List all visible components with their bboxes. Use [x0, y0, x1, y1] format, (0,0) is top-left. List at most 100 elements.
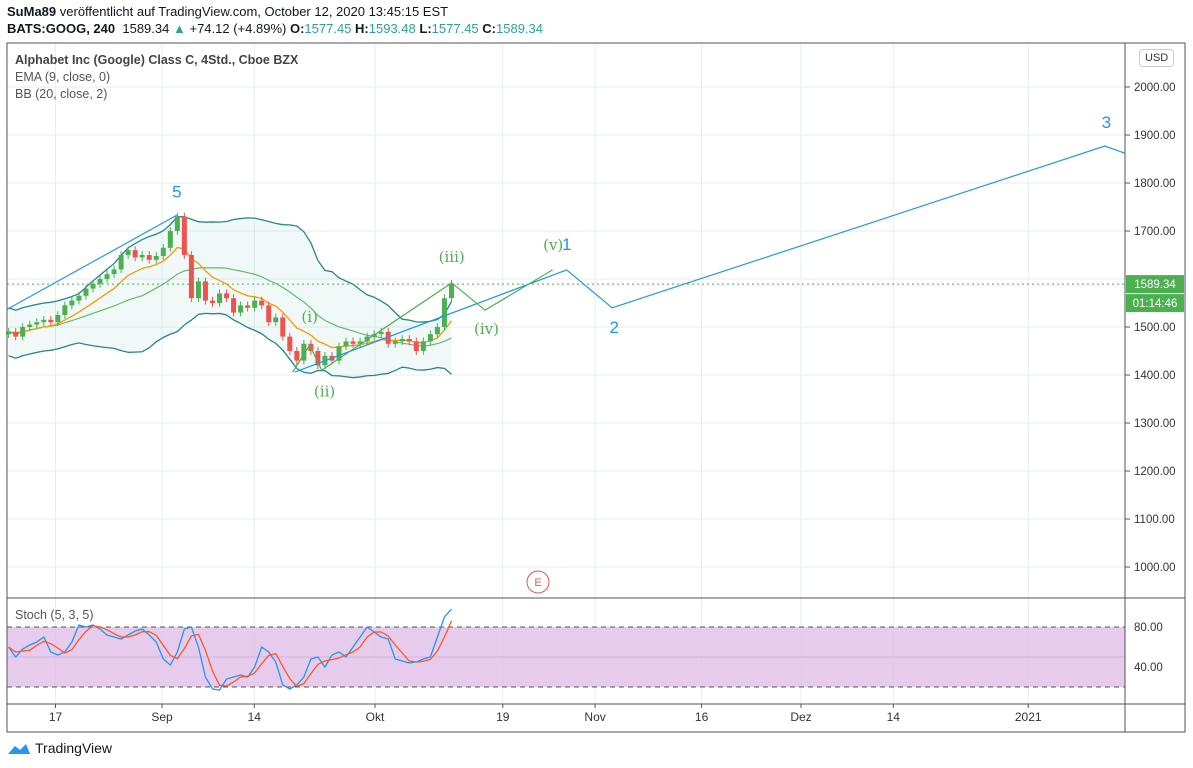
candle — [315, 351, 321, 366]
candle — [399, 339, 405, 342]
candle — [20, 327, 26, 337]
stoch-legend[interactable]: Stoch (5, 3, 5) — [15, 608, 94, 622]
candle — [413, 341, 419, 351]
candle — [294, 351, 300, 361]
wave-label: 1 — [562, 235, 571, 254]
author[interactable]: SuMa89 — [7, 4, 57, 19]
countdown-label: 01:14:46 — [1133, 298, 1178, 310]
candle — [34, 322, 40, 325]
candle — [259, 300, 265, 306]
bb-legend[interactable]: BB (20, close, 2) — [15, 87, 108, 101]
candle — [202, 281, 208, 301]
high-label: H: — [355, 21, 369, 36]
wave-label: (iii) — [439, 248, 465, 266]
candle — [167, 231, 173, 248]
tradingview-logo[interactable]: TradingView — [7, 740, 112, 756]
candle — [139, 255, 145, 258]
stoch-tick-label: 80.00 — [1134, 622, 1163, 634]
wave-label: 2 — [610, 318, 619, 337]
candle — [287, 336, 293, 351]
candle — [420, 341, 426, 351]
candle — [146, 255, 152, 260]
currency-button[interactable]: USD — [1139, 49, 1175, 67]
wave-primary-line — [294, 145, 1125, 373]
wave-channel-line — [6, 214, 178, 310]
cloud-logo-icon — [8, 744, 30, 754]
candle — [252, 300, 258, 308]
wave-label: (i) — [301, 308, 318, 326]
candle — [69, 300, 75, 306]
price-tick-label: 2000.00 — [1134, 82, 1176, 94]
candle — [181, 216, 187, 255]
candle — [238, 305, 244, 313]
candle — [55, 315, 61, 323]
candle — [209, 300, 215, 303]
wave-label: 5 — [172, 182, 181, 201]
earnings-marker — [526, 570, 550, 594]
bb-upper-line — [8, 215, 453, 323]
candle — [188, 255, 194, 299]
ema-legend[interactable]: EMA (9, close, 0) — [15, 70, 111, 84]
candle — [357, 341, 363, 344]
candle — [132, 250, 138, 258]
price-tick-label: 1900.00 — [1134, 130, 1176, 142]
close-value: 1589.34 — [496, 21, 544, 36]
symbol-info: BATS:GOOG, 240 1589.34 ▲ +74.12 (+4.89%)… — [7, 21, 543, 36]
wave-minor-line — [292, 269, 553, 373]
price-label-box — [1126, 275, 1184, 294]
candle — [336, 346, 342, 361]
candle — [174, 216, 180, 231]
wave-label: (iv) — [474, 320, 499, 338]
candle — [111, 269, 117, 275]
low-value: 1577.45 — [431, 21, 479, 36]
candle — [97, 279, 103, 284]
price-label: 1589.34 — [1134, 279, 1176, 291]
candle — [266, 305, 272, 323]
stoch-d-line — [8, 620, 453, 688]
time-tick-label: 14 — [248, 710, 262, 724]
publish-info: SuMa89 veröffentlicht auf TradingView.co… — [7, 4, 448, 19]
candle — [343, 341, 349, 347]
wave-label: (v) — [543, 236, 563, 254]
candle — [406, 339, 412, 342]
candle — [224, 293, 230, 299]
candle — [350, 341, 356, 344]
bb-lower-line — [8, 312, 452, 379]
price-tick-label: 1800.00 — [1134, 178, 1176, 190]
wave-label: 3 — [1102, 113, 1111, 132]
open-label: O: — [289, 21, 305, 36]
candle — [13, 331, 19, 337]
price-tick-label: 1500.00 — [1134, 322, 1176, 334]
time-tick-label: 19 — [496, 710, 510, 724]
candle — [83, 288, 89, 296]
bb-fill — [8, 216, 452, 378]
candle — [62, 305, 68, 315]
time-tick-label: Dez — [790, 710, 811, 724]
earnings-marker-label: E — [534, 577, 541, 589]
candle — [6, 331, 12, 335]
bb-basis-line — [8, 267, 452, 347]
candle — [434, 327, 440, 335]
time-tick-label: 2021 — [1015, 710, 1042, 724]
candle — [104, 274, 110, 279]
up-arrow-icon: ▲ — [172, 21, 186, 36]
candle — [195, 281, 201, 299]
candle — [153, 255, 159, 260]
countdown-box — [1126, 294, 1184, 313]
time-tick-label: 14 — [887, 710, 901, 724]
candle — [231, 298, 237, 313]
chart-title: Alphabet Inc (Google) Class C, 4Std., Cb… — [15, 53, 299, 67]
candle — [76, 295, 82, 301]
candle — [118, 255, 124, 270]
price-tick-label: 1000.00 — [1134, 562, 1176, 574]
time-tick-label: 17 — [49, 710, 63, 724]
candle — [27, 324, 33, 327]
candle — [90, 283, 96, 289]
change: +74.12 (+4.89%) — [189, 21, 287, 36]
symbol: BATS:GOOG, 240 — [7, 21, 116, 36]
brand-name: TradingView — [35, 740, 113, 756]
candle — [160, 247, 166, 256]
candle — [301, 343, 307, 361]
time-tick-label: Nov — [584, 710, 605, 724]
